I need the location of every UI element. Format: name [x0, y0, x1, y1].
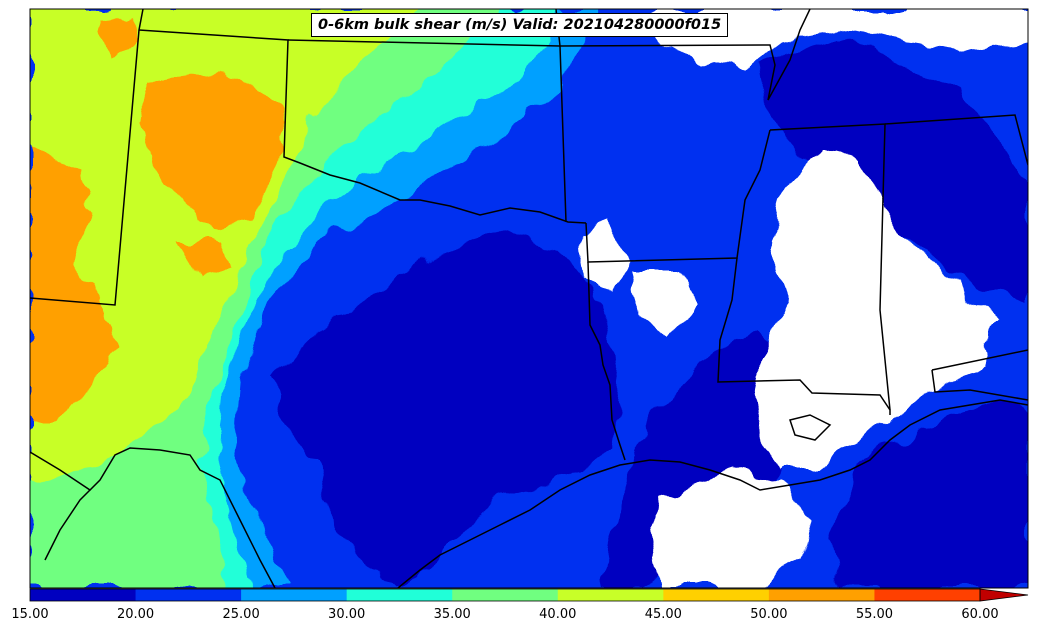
- state-boundaries: [30, 9, 1028, 588]
- colorbar-tick-label: 45.00: [644, 607, 682, 622]
- colorbar-segment: [768, 589, 875, 601]
- colorbar-tick-label: 35.00: [433, 607, 471, 622]
- contour-45-50-c: [30, 150, 120, 420]
- border-line: [931, 369, 1028, 401]
- border-line: [30, 9, 144, 306]
- colorbar-tick-label: 60.00: [961, 607, 999, 622]
- colorbar-extend-arrow: [979, 588, 1029, 602]
- contour-below-15-b: [750, 150, 1000, 470]
- colorbar-tick-label: 40.00: [539, 607, 577, 622]
- contour-45-50-d: [180, 240, 230, 280]
- colorbar-tick-label: 55.00: [855, 607, 894, 622]
- shear-field: [30, 9, 1028, 588]
- contour-below-15-d: [580, 220, 630, 290]
- border-line: [585, 129, 771, 263]
- colorbar-segment: [452, 589, 559, 601]
- colorbar-segment: [874, 589, 981, 601]
- contour-15-20-ne: [760, 40, 1028, 300]
- colorbar-segment: [135, 589, 242, 601]
- border-line: [884, 114, 1028, 166]
- border-line: [287, 39, 561, 47]
- colorbar-segment: [346, 589, 453, 601]
- contour-15-20-east: [600, 330, 800, 588]
- contour-15-20-core: [270, 230, 620, 588]
- colorbar-segment: [557, 589, 664, 601]
- coast-line: [397, 399, 1028, 588]
- contour-below-15-c: [650, 470, 810, 588]
- border-line: [767, 9, 811, 101]
- border-line: [717, 257, 891, 415]
- colorbar-tick-label: 20.00: [116, 607, 155, 622]
- map-title: 0-6km bulk shear (m/s) Valid: 2021042800…: [311, 13, 729, 37]
- colorbar-tick-label: 30.00: [328, 607, 366, 622]
- border-line: [769, 123, 891, 411]
- colorbar: [29, 588, 1029, 602]
- border-line: [138, 29, 587, 224]
- border-line: [931, 349, 1028, 371]
- border-line: [587, 261, 626, 461]
- colorbar-tick-label: 50.00: [750, 607, 788, 622]
- colorbar-segment: [663, 589, 770, 601]
- colorbar-segment: [241, 589, 348, 601]
- contour-45-50-b: [140, 70, 290, 230]
- border-line: [44, 489, 91, 561]
- colorbar-outline: [29, 588, 981, 602]
- colorbar-tick-label: 25.00: [222, 607, 260, 622]
- border-line: [559, 44, 776, 101]
- colorbar-segment: [30, 589, 137, 601]
- contour-45-50-a: [100, 15, 140, 60]
- contour-15-20-se: [830, 400, 1028, 588]
- plot-frame: [29, 8, 1029, 589]
- contour-below-15-e: [630, 270, 700, 340]
- colorbar-tick-label: 15.00: [11, 607, 49, 622]
- contour-below-15-a: [640, 9, 1028, 70]
- coast-line: [789, 414, 832, 441]
- contour-40-45: [30, 9, 420, 480]
